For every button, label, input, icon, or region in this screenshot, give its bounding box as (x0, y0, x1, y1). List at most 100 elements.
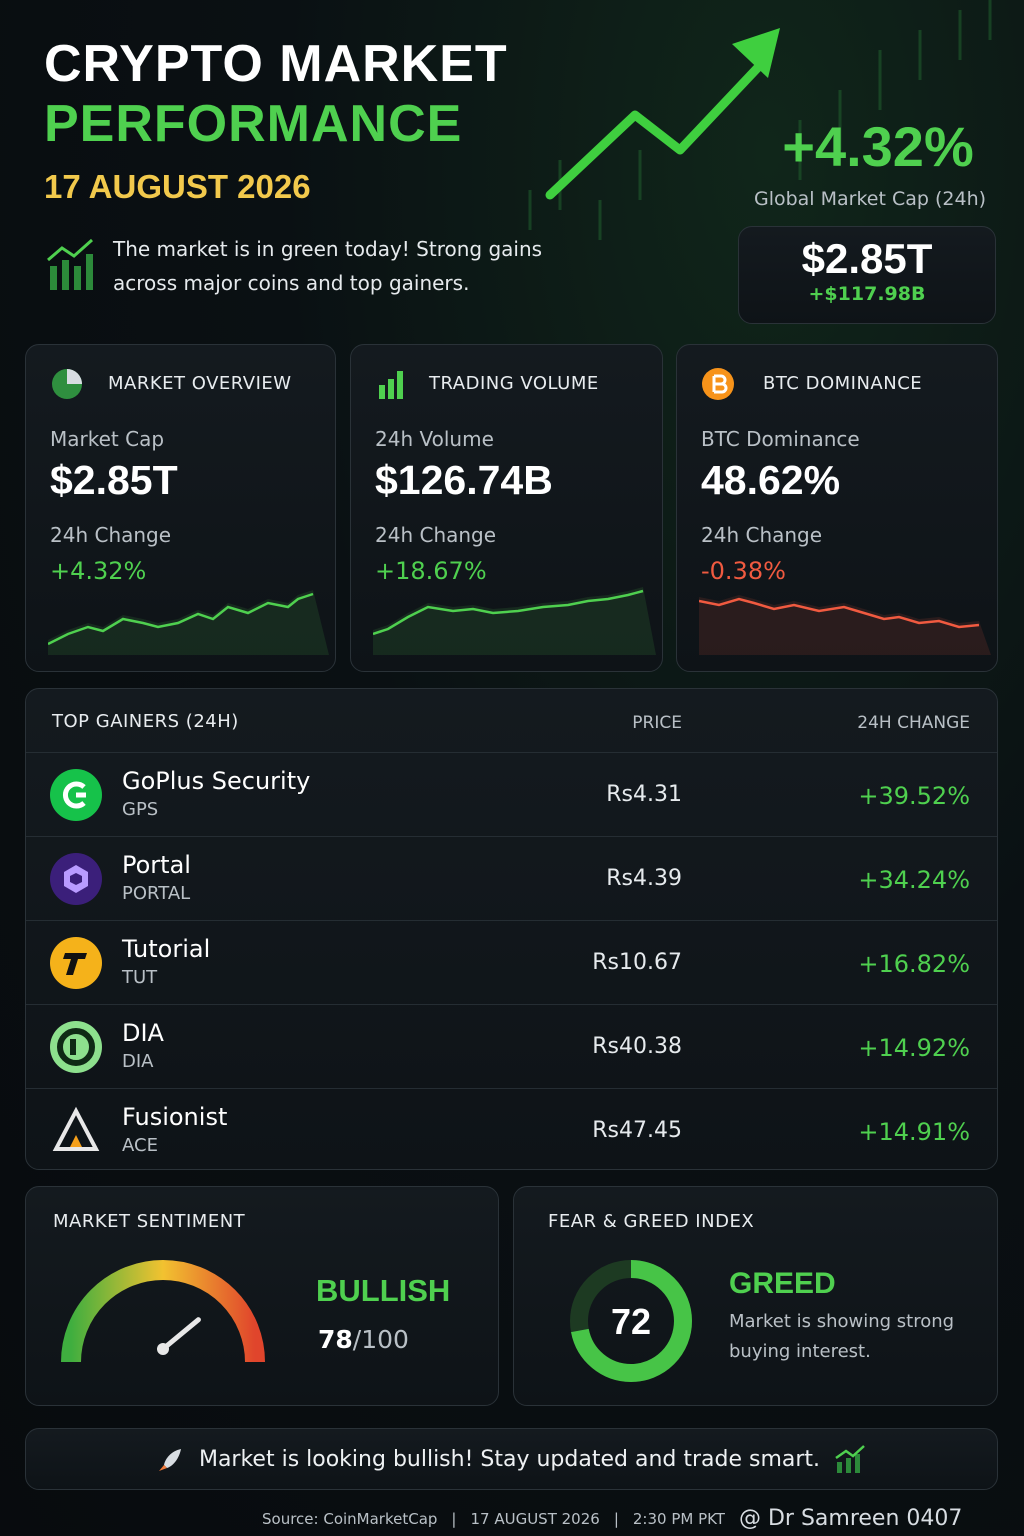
card-title: BTC DOMINANCE (763, 373, 923, 394)
global-label: Global Market Cap (24h) (753, 188, 987, 210)
icon (52, 369, 82, 399)
footer-source: Source: CoinMarketCap (262, 1509, 438, 1528)
gauge-needle (160, 1317, 201, 1352)
column-header: PRICE (632, 713, 682, 733)
sparkline-svg (698, 595, 991, 655)
trend-icon (47, 238, 93, 290)
coin-symbol: PORTAL (122, 883, 191, 904)
sparkline-svg (372, 587, 656, 655)
sparkline (47, 585, 329, 659)
fear-greed-description: Market is showing strong buying interest… (729, 1311, 955, 1362)
change-value: +4.32% (50, 557, 147, 585)
banner: Market is looking bullish! Stay updated … (25, 1428, 998, 1490)
metric-label: Market Cap (50, 427, 165, 451)
metric-value: 48.62% (701, 457, 841, 503)
card-title: MARKET OVERVIEW (108, 373, 292, 394)
fear-greed-arc (570, 1260, 692, 1382)
gainer-row: GoPlus Security GPS Rs4.31 +39.52% (26, 752, 997, 836)
metric-card: BTC DOMINANCE BTC Dominance 48.62% 24h Chan… (676, 344, 998, 672)
coin-price: Rs4.39 (606, 866, 682, 891)
gainers-title: TOP GAINERS (24H) (52, 711, 239, 732)
coin-price: Rs10.67 (592, 950, 682, 975)
coin-change: +34.24% (858, 866, 970, 894)
gainer-row: DIA DIA Rs40.38 +14.92% (26, 1004, 997, 1088)
fear-greed-panel: FEAR & GREED INDEX 72 GREED Market is sh… (513, 1186, 998, 1406)
coin-logo (50, 853, 102, 905)
sentiment-title: MARKET SENTIMENT (53, 1211, 246, 1232)
coin-price: Rs47.45 (592, 1118, 682, 1143)
top-gainers: TOP GAINERS (24H) PRICE 24H CHANGE GoPlu… (25, 688, 998, 1170)
sparkline (372, 585, 656, 659)
sparkline (698, 585, 991, 659)
gainer-row: Fusionist ACE Rs47.45 +14.91% (26, 1088, 997, 1172)
coin-logo (52, 1106, 100, 1151)
sentiment-panel: MARKET SENTIMENT BULLISH 78/100 (25, 1186, 499, 1406)
global-delta: +$117.98B (808, 283, 926, 305)
metric-card: TRADING VOLUME 24h Volume $126.74B 24h Chan… (350, 344, 663, 672)
metric-value: $126.74B (375, 457, 553, 503)
global-change: +4.32% (782, 115, 974, 178)
summary: The market is in green today! Strong gai… (113, 237, 543, 295)
global-value: $2.85T (801, 235, 933, 282)
date: 17 AUGUST 2026 (44, 168, 311, 205)
footer-author: @ Dr Samreen 0407 (738, 1506, 963, 1531)
change-value: +18.67% (375, 557, 487, 585)
coin-icon (50, 937, 102, 993)
coin-logo (50, 769, 102, 821)
card-icon (50, 367, 84, 405)
icon (379, 371, 403, 399)
coin-change: +16.82% (858, 950, 970, 978)
coin-price: Rs40.38 (592, 1034, 682, 1059)
title-line-1: CRYPTO MARKET (44, 35, 508, 93)
title-line-2: PERFORMANCE (44, 95, 463, 153)
rocket-icon (158, 1449, 181, 1471)
column-header: 24H CHANGE (857, 713, 970, 733)
metric-card: MARKET OVERVIEW Market Cap $2.85T 24h Chang… (25, 344, 336, 672)
coin-name: Portal (122, 851, 191, 879)
change-label: 24h Change (701, 523, 823, 547)
sparkline-svg (47, 590, 329, 655)
metric-label: 24h Volume (375, 427, 494, 451)
coin-name: Tutorial (122, 935, 211, 963)
fear-greed-ring: 72 (570, 1260, 692, 1382)
footer: Source: CoinMarketCap | 17 AUGUST 2026 | 2… (262, 1506, 963, 1531)
gainer-row: Tutorial TUT Rs10.67 +16.82% (26, 920, 997, 1004)
coin-logo (50, 937, 102, 989)
coin-symbol: TUT (122, 967, 158, 988)
metric-value: $2.85T (50, 457, 178, 503)
change-label: 24h Change (50, 523, 172, 547)
change-label: 24h Change (375, 523, 497, 547)
card-title: TRADING VOLUME (429, 373, 599, 394)
coin-icon (50, 853, 102, 909)
coin-name: DIA (122, 1019, 164, 1047)
score-max: 100 (361, 1325, 409, 1354)
coin-change: +39.52% (858, 782, 970, 810)
card-icon (375, 367, 409, 405)
global-box: $2.85T +$117.98B (738, 226, 996, 324)
banner-trend-icon (835, 1445, 865, 1473)
fear-greed-value: 72 (611, 1301, 651, 1342)
change-value: -0.38% (701, 557, 786, 585)
footer-date: 17 AUGUST 2026 (470, 1509, 600, 1528)
coin-change: +14.92% (858, 1034, 970, 1062)
footer-time: 2:30 PM PKT (632, 1509, 725, 1528)
fear-greed-status: GREED (729, 1267, 836, 1300)
score: 78 (318, 1325, 353, 1354)
coin-logo (50, 1021, 102, 1073)
card-icon (701, 367, 735, 405)
metric-label: BTC Dominance (701, 427, 860, 451)
coin-name: Fusionist (122, 1103, 228, 1131)
gauge (61, 1260, 265, 1363)
background-chart (528, 0, 992, 240)
sentiment-score: 78/100 (318, 1325, 409, 1354)
banner-text: Market is looking bullish! Stay updated … (198, 1446, 821, 1472)
coin-icon (50, 1021, 102, 1077)
coin-symbol: GPS (122, 799, 159, 820)
coin-symbol: ACE (122, 1135, 158, 1156)
coin-icon (50, 769, 102, 825)
fear-greed-title: FEAR & GREED INDEX (548, 1211, 755, 1232)
icon (702, 368, 734, 400)
sentiment-status: BULLISH (316, 1273, 451, 1308)
gainer-row: Portal PORTAL Rs4.39 +34.24% (26, 836, 997, 920)
